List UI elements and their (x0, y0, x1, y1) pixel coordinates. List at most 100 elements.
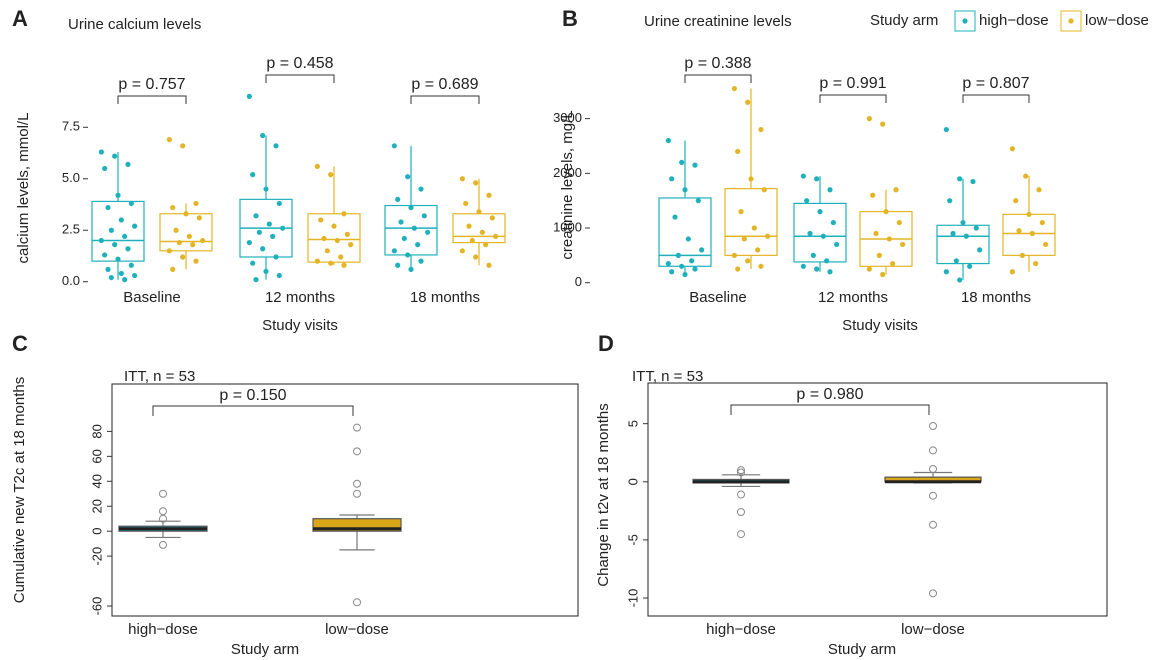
data-point (741, 236, 747, 242)
y-tick-label: 5.0 (62, 170, 80, 185)
x-tick-label: high−dose (706, 621, 776, 638)
data-point (953, 258, 959, 264)
outlier (159, 507, 167, 516)
p-value: p = 0.757 (118, 76, 185, 93)
y-axis-title: Change in t2v at 18 months (595, 403, 612, 586)
y-tick-label: 80 (89, 424, 104, 438)
data-point (866, 116, 872, 122)
data-point (755, 247, 761, 253)
p-value: p = 0.807 (962, 75, 1029, 92)
legend-key-dot (1068, 18, 1074, 24)
outlier (929, 464, 937, 473)
data-point (1029, 230, 1035, 237)
data-point (193, 258, 199, 264)
outlier (353, 423, 361, 432)
data-point (466, 223, 472, 229)
data-point (489, 215, 495, 221)
data-point (758, 126, 764, 133)
data-point (824, 258, 830, 264)
data-point (695, 198, 701, 204)
y-tick-label: 2.5 (62, 222, 80, 237)
outlier (737, 490, 745, 499)
data-point (112, 242, 118, 248)
data-point (1026, 211, 1032, 217)
x-tick-label: Baseline (123, 289, 181, 306)
data-point (486, 262, 492, 268)
data-point (321, 235, 327, 242)
outlier (929, 491, 937, 500)
x-tick-label: 18 months (410, 289, 480, 306)
data-point (486, 192, 492, 198)
data-point (900, 241, 906, 248)
data-point (314, 163, 320, 170)
data-point (328, 260, 334, 266)
data-point (827, 269, 833, 275)
p-value: p = 0.689 (411, 76, 478, 93)
data-point (896, 219, 902, 226)
box (724, 188, 778, 256)
plot-frame (647, 382, 1108, 617)
data-point (405, 174, 411, 180)
outlier (929, 421, 937, 430)
data-point (814, 176, 820, 182)
x-axis-title: Study arm (231, 641, 299, 658)
data-point (669, 176, 675, 182)
data-point (463, 200, 469, 207)
data-point (814, 266, 820, 272)
data-point (735, 266, 741, 272)
y-axis-title: creatinine levels, mg/L (559, 110, 576, 259)
data-point (246, 239, 252, 246)
outlier (353, 598, 361, 607)
y-tick-label: 0.0 (62, 273, 80, 288)
data-point (132, 272, 138, 279)
data-point (800, 263, 806, 269)
x-tick-label: 12 months (265, 289, 335, 306)
data-point (270, 233, 276, 240)
outlier (737, 466, 745, 475)
data-point (115, 256, 121, 262)
data-point (758, 263, 764, 269)
data-point (679, 263, 685, 269)
outlier (929, 589, 937, 598)
data-point (118, 217, 124, 223)
legend-label: high−dose (979, 12, 1049, 29)
data-point (473, 180, 479, 186)
data-point (685, 236, 691, 242)
data-point (128, 262, 134, 268)
data-point (1009, 146, 1015, 152)
x-axis-title: Study arm (828, 641, 896, 658)
data-point (415, 242, 421, 248)
data-point (943, 269, 949, 275)
legend-key-dot (962, 18, 968, 24)
data-point (348, 242, 354, 248)
data-point (689, 258, 695, 264)
data-point (682, 271, 688, 278)
data-point (893, 187, 899, 193)
data-point (761, 187, 767, 193)
data-point (807, 230, 813, 237)
data-point (108, 227, 114, 233)
data-point (960, 219, 966, 226)
data-point (421, 213, 427, 219)
data-point (183, 211, 189, 217)
data-point (669, 269, 675, 275)
data-point (102, 165, 108, 172)
y-tick-label: 60 (89, 449, 104, 463)
p-bracket (962, 94, 1030, 103)
data-point (180, 254, 186, 260)
data-point (963, 233, 969, 239)
data-point (977, 247, 983, 253)
data-point (479, 229, 485, 235)
data-point (665, 137, 671, 144)
y-tick-label: 0 (625, 478, 640, 485)
panel-title: Urine creatinine levels (644, 13, 792, 30)
data-point (692, 162, 698, 168)
data-point (679, 159, 685, 165)
x-tick-label: high−dose (128, 621, 198, 638)
outlier (737, 507, 745, 516)
outlier (737, 530, 745, 539)
data-point (476, 209, 482, 215)
panel-letter: A (12, 6, 28, 31)
data-point (943, 126, 949, 133)
